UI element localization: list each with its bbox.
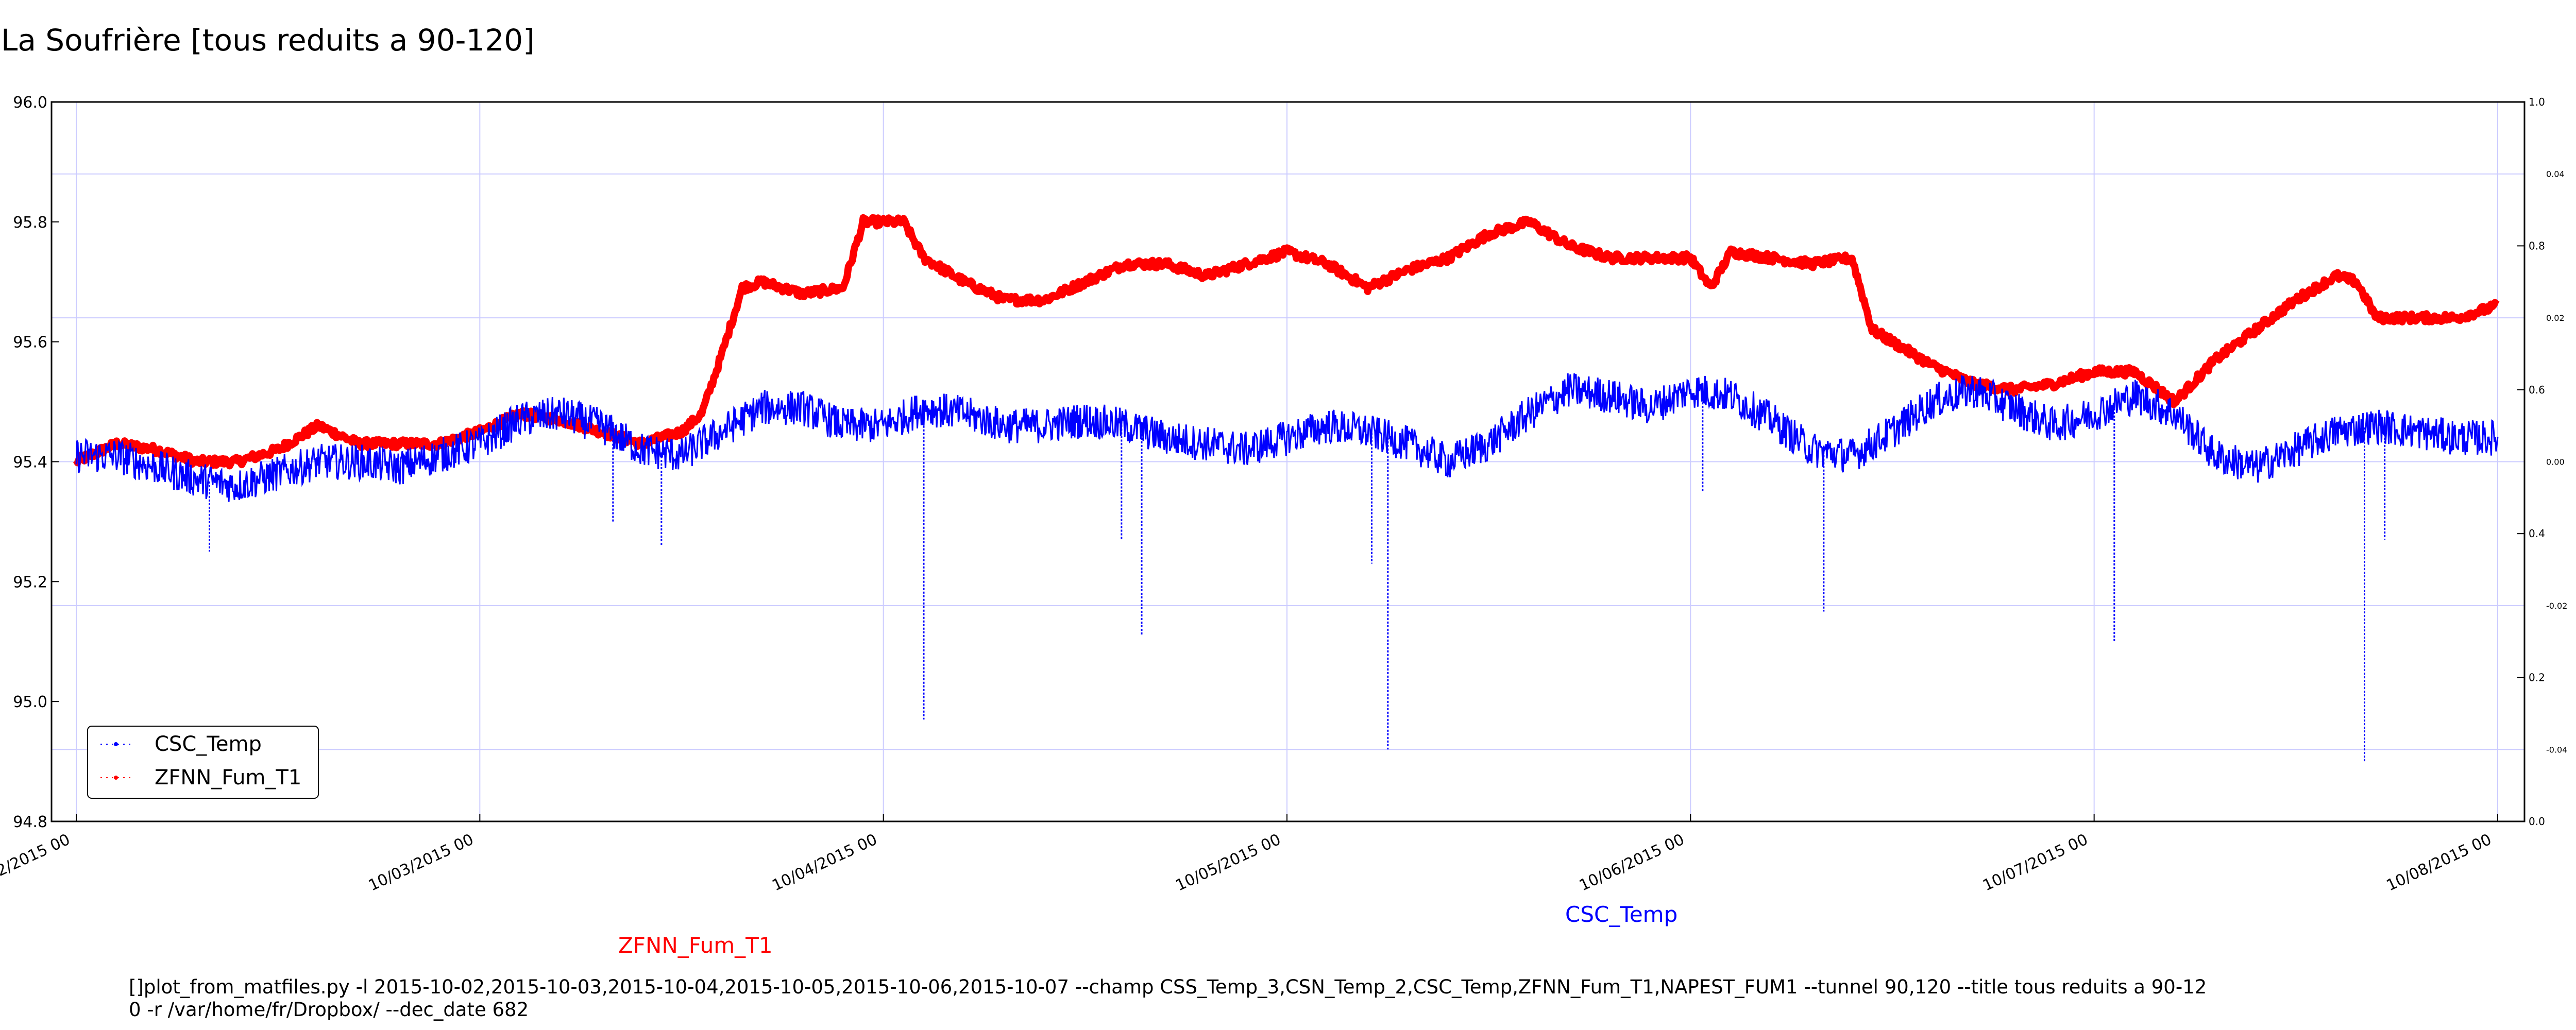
y-tick-label: 96.0	[13, 94, 47, 112]
x-tick-label: 10/08/2015 00	[2384, 831, 2495, 895]
chart-title: La Soufrière [tous reduits a 90-120]	[1, 23, 535, 58]
annotation-csc-temp: CSC_Temp	[1565, 902, 1677, 927]
x-tick-label: 10/02/2015 00	[0, 831, 73, 895]
grid	[52, 102, 2524, 821]
command-line: []plot_from_matfiles.py -l 2015-10-02,20…	[129, 976, 2207, 1021]
command-line-2: 0 -r /var/home/fr/Dropbox/ --dec_date 68…	[129, 999, 529, 1021]
y-tick-label: 95.4	[13, 454, 47, 472]
x-tick-label: 10/03/2015 00	[366, 831, 477, 895]
y-tick-label: 95.8	[13, 214, 47, 232]
x-tick-label: 10/07/2015 00	[1980, 831, 2091, 895]
right-inner-tick-label: -0.02	[2546, 601, 2567, 611]
legend-label-csc-temp: CSC_Temp	[155, 732, 262, 756]
y-tick-label: 95.0	[13, 693, 47, 711]
x-tick-label: 10/05/2015 00	[1173, 831, 1284, 895]
y-tick-label: 94.8	[13, 813, 47, 831]
legend-marker-zfnn-fum-t1	[114, 776, 118, 780]
x-tick-label: 10/06/2015 00	[1577, 831, 1687, 895]
right-outer-tick-label: 0.4	[2529, 527, 2545, 540]
right-inner-tick-label: 0.00	[2546, 457, 2565, 467]
right-outer-tick-label: 1.0	[2529, 96, 2545, 108]
legend: CSC_Temp ZFNN_Fum_T1	[87, 726, 319, 799]
x-tick-label: 10/04/2015 00	[769, 831, 880, 895]
legend-label-zfnn-fum-t1: ZFNN_Fum_T1	[155, 766, 301, 789]
series-csc-temp	[75, 373, 2499, 762]
axes: 10/02/2015 00 10/03/2015 00 10/04/2015 00 1…	[0, 94, 2567, 895]
right-outer-tick-label: 0.0	[2529, 815, 2545, 828]
csc-temp-line	[75, 373, 2499, 502]
right-inner-tick-label: 0.02	[2546, 313, 2565, 323]
right-outer-tick-label: 0.2	[2529, 672, 2545, 684]
command-line-1: []plot_from_matfiles.py -l 2015-10-02,20…	[129, 976, 2207, 998]
annotation-zfnn-fum-t1: ZFNN_Fum_T1	[618, 933, 773, 958]
right-outer-tick-label: 0.8	[2529, 239, 2545, 252]
y-tick-label: 95.2	[13, 573, 47, 591]
y-tick-label: 95.6	[13, 334, 47, 352]
legend-box	[87, 726, 319, 799]
right-inner-tick-label: -0.04	[2546, 745, 2567, 754]
right-inner-tick-label: 0.04	[2546, 169, 2565, 179]
right-outer-tick-label: 0.6	[2529, 384, 2545, 396]
legend-marker-csc-temp	[114, 742, 118, 746]
